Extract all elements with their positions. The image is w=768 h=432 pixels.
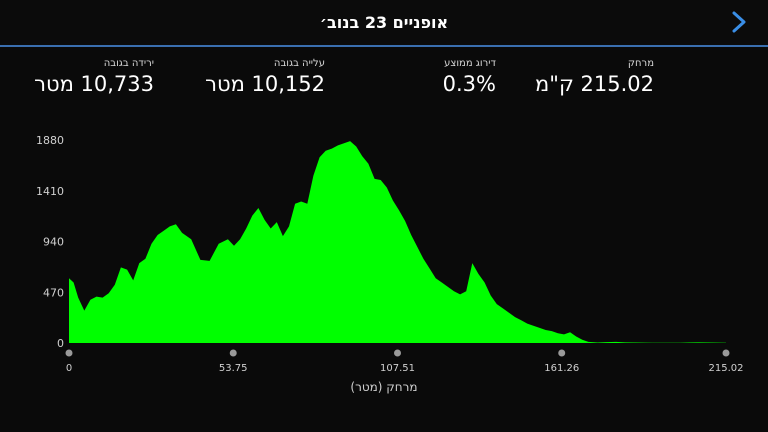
stat-distance-value: 215.02 ק"מ bbox=[535, 72, 654, 96]
x-tick-label: 107.51 bbox=[380, 363, 415, 374]
stat-distance-label: מרחק bbox=[627, 58, 654, 69]
y-tick-label: 1880 bbox=[36, 134, 64, 147]
x-tick-label: 215.02 bbox=[709, 363, 744, 374]
y-tick-label: 1410 bbox=[36, 185, 64, 198]
stat-ascent-value: 10,152 מטר bbox=[205, 72, 325, 96]
elevation-area bbox=[69, 141, 726, 343]
x-axis-title: מרחק (מטר) bbox=[350, 380, 418, 394]
header-bar: אופניים 23 בנוב׳ bbox=[0, 0, 768, 47]
x-tick-dot bbox=[558, 349, 566, 357]
y-tick-label: 0 bbox=[57, 337, 64, 350]
x-tick-label: 161.26 bbox=[544, 363, 579, 374]
x-tick-label: 0 bbox=[66, 363, 72, 374]
stat-descent: ירידה בגובה 10,733 מטר bbox=[34, 58, 154, 97]
x-tick-dot bbox=[394, 349, 401, 357]
page-title: אופניים 23 בנוב׳ bbox=[319, 13, 449, 32]
y-tick-label: 470 bbox=[43, 286, 64, 299]
stat-ascent: עלייה בגובה 10,152 מטר bbox=[205, 58, 325, 97]
y-tick-label: 940 bbox=[43, 236, 64, 249]
stat-descent-label: ירידה בגובה bbox=[103, 58, 154, 69]
stat-avg-grade-value: 0.3% bbox=[442, 72, 496, 96]
stat-distance: מרחק 215.02 ק"מ bbox=[535, 58, 654, 97]
stat-descent-value: 10,733 מטר bbox=[34, 72, 154, 96]
stat-ascent-label: עלייה בגובה bbox=[273, 58, 325, 69]
stat-avg-grade-label: דירוג ממוצע bbox=[444, 58, 496, 69]
elevation-chart: 0 470 940 1410 1880 0 53.75 107.51 161.26 215.02 bbox=[36, 134, 744, 374]
x-tick-dot bbox=[229, 349, 237, 357]
x-tick-dot bbox=[722, 349, 730, 357]
chevron-right-icon[interactable] bbox=[728, 10, 750, 34]
stat-avg-grade: דירוג ממוצע 0.3% bbox=[443, 58, 496, 97]
x-tick-label: 53.75 bbox=[219, 363, 248, 374]
x-tick-dot bbox=[65, 349, 73, 357]
